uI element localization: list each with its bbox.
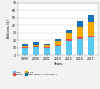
Bar bbox=[22, 44, 28, 46]
Y-axis label: Billions ($): Billions ($) bbox=[7, 19, 11, 38]
Bar bbox=[55, 41, 61, 45]
Bar bbox=[77, 21, 83, 27]
Bar bbox=[88, 15, 94, 22]
Bar bbox=[66, 33, 72, 39]
Bar bbox=[22, 47, 28, 48]
Bar bbox=[22, 48, 28, 55]
Bar bbox=[77, 39, 83, 55]
Bar bbox=[33, 45, 39, 46]
Bar bbox=[55, 39, 61, 41]
Bar bbox=[33, 46, 39, 47]
Bar bbox=[88, 37, 94, 55]
Bar bbox=[44, 48, 50, 55]
Bar bbox=[22, 46, 28, 47]
Bar bbox=[66, 30, 72, 33]
Bar bbox=[77, 27, 83, 37]
Legend: Lead, Ni(MH), Li-Ion, Other (NiMh, ni-Ion Flow...): Lead, Ni(MH), Li-Ion, Other (NiMh, ni-Io… bbox=[13, 71, 58, 75]
Bar bbox=[88, 36, 94, 37]
Bar bbox=[44, 47, 50, 48]
Bar bbox=[77, 37, 83, 39]
Bar bbox=[66, 41, 72, 55]
Bar bbox=[55, 46, 61, 55]
Bar bbox=[44, 44, 50, 45]
Bar bbox=[44, 45, 50, 47]
Bar bbox=[33, 42, 39, 45]
Bar bbox=[66, 39, 72, 41]
Bar bbox=[88, 22, 94, 36]
Bar bbox=[55, 45, 61, 46]
X-axis label: Years: Years bbox=[53, 62, 63, 66]
Bar bbox=[33, 47, 39, 55]
